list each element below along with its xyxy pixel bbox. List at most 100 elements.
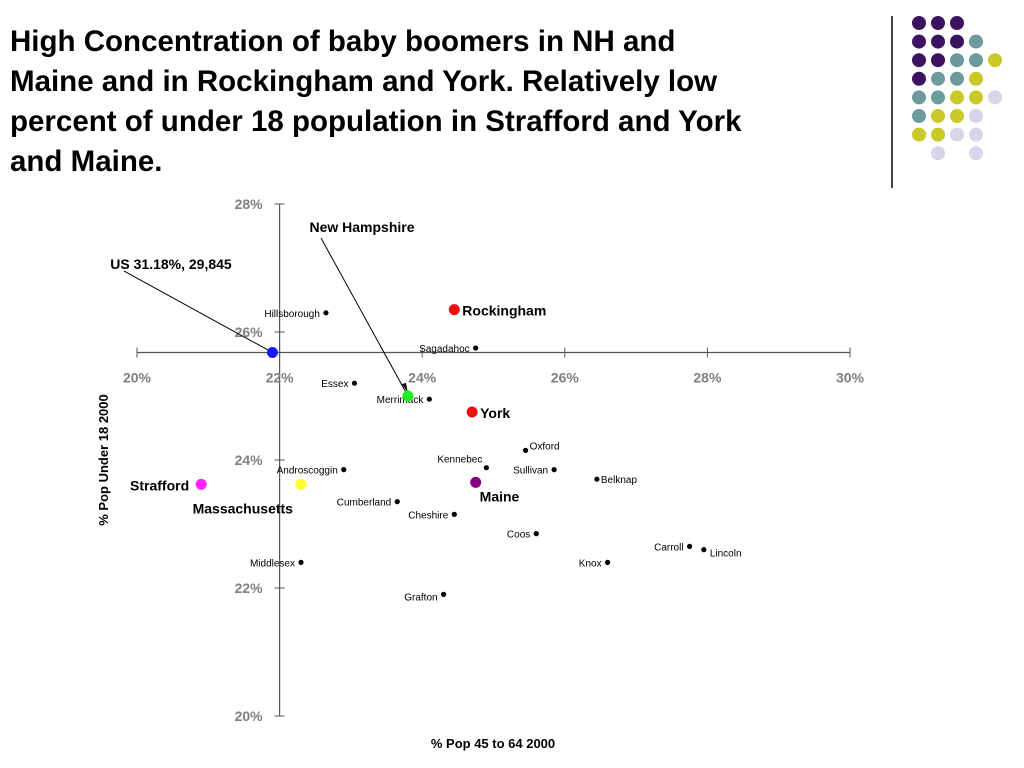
point-cheshire <box>451 511 457 517</box>
x-tick-label: 26% <box>551 369 580 385</box>
point-label-us: US 31.18%, 29,845 <box>110 256 232 272</box>
y-tick-label: 20% <box>235 708 264 724</box>
decor-dot <box>931 127 945 142</box>
y-tick-label: 26% <box>235 324 264 340</box>
point-label-rockingham: Rockingham <box>462 303 546 319</box>
decor-dot <box>931 34 945 49</box>
decor-dot <box>969 34 983 49</box>
y-tick-label: 28% <box>235 196 264 212</box>
point-sagadahoc <box>473 345 479 351</box>
point-coos <box>533 531 539 537</box>
point-label-kennebec: Kennebec <box>437 455 482 466</box>
slide-title: High Concentration of baby boomers in NH… <box>10 25 742 178</box>
point-lincoln <box>701 547 707 553</box>
point-label-knox: Knox <box>579 558 602 569</box>
point-carroll <box>686 543 693 550</box>
point-oxford <box>522 447 529 453</box>
decor-dot <box>969 127 983 142</box>
title-divider-rule <box>891 16 893 188</box>
decor-dot <box>931 71 945 86</box>
point-label-cumberland: Cumberland <box>337 498 391 509</box>
point-york <box>466 406 478 418</box>
point-label-belknap: Belknap <box>601 475 638 486</box>
point-label-sullivan: Sullivan <box>513 466 548 477</box>
decorative-dot-grid <box>912 16 1002 161</box>
point-merrimack <box>426 396 432 402</box>
y-tick-label: 24% <box>235 452 264 468</box>
decor-dot <box>912 71 926 86</box>
decor-dot <box>988 90 1002 105</box>
decor-dot <box>950 53 964 68</box>
point-middlesex <box>298 559 304 566</box>
point-label-grafton: Grafton <box>404 592 437 603</box>
decor-dot <box>988 53 1002 68</box>
decor-dot <box>969 146 983 161</box>
decor-dot <box>931 53 945 68</box>
point-label-cheshire: Cheshire <box>408 510 448 521</box>
point-sullivan <box>551 467 557 473</box>
decor-dot <box>950 16 964 30</box>
decor-dot <box>912 109 926 123</box>
point-label-oxford: Oxford <box>530 441 560 452</box>
y-tick-label: 22% <box>235 580 264 596</box>
point-label-massachusetts: Massachusetts <box>193 500 294 516</box>
decor-dot <box>969 71 983 86</box>
point-rockingham <box>448 304 460 316</box>
point-grafton <box>440 591 447 598</box>
point-label-maine: Maine <box>480 488 520 504</box>
point-new-hampshire <box>402 390 414 402</box>
point-massachusetts <box>295 478 307 490</box>
point-maine <box>470 476 482 488</box>
point-cumberland <box>394 499 400 505</box>
decor-dot <box>950 127 964 142</box>
point-label-coos: Coos <box>507 530 530 541</box>
point-knox <box>604 559 611 566</box>
point-label-strafford: Strafford <box>130 477 189 493</box>
point-label-androscoggin: Androscoggin <box>277 466 338 477</box>
callout-arrowhead <box>401 383 408 393</box>
point-label-new-hampshire: New Hampshire <box>309 219 414 235</box>
x-tick-label: 24% <box>408 369 437 385</box>
point-androscoggin <box>341 467 347 473</box>
x-tick-label: 20% <box>123 369 152 385</box>
chart-points: Hillsborough Sagadahoc Essex Merrimack Oxfor… <box>110 219 741 603</box>
decor-dot <box>912 53 926 68</box>
point-hillsborough <box>323 310 329 316</box>
decor-dot <box>950 109 964 123</box>
decor-dot <box>912 16 926 30</box>
point-label-hillsborough: Hillsborough <box>264 309 320 320</box>
decor-dot <box>950 34 964 49</box>
point-us <box>266 346 278 358</box>
decor-dot <box>912 34 926 49</box>
decor-dot <box>969 109 983 123</box>
point-belknap <box>594 476 600 482</box>
callout-line-new-hampshire <box>320 237 409 397</box>
x-tick-label: 22% <box>266 369 295 385</box>
x-tick-label: 30% <box>836 369 865 385</box>
decor-dot <box>931 109 945 123</box>
decor-dot <box>931 16 945 30</box>
point-label-carroll: Carroll <box>654 542 683 553</box>
chart-callouts <box>123 237 409 397</box>
x-tick-label: 28% <box>693 369 722 385</box>
point-essex <box>351 380 358 386</box>
point-label-lincoln: Lincoln <box>710 549 742 560</box>
y-axis-title: % Pop Under 18 2000 <box>96 394 111 526</box>
chart-ticks: 20% 22% 24% 26% 28% 30% 20% 22% 24% 26% 28% <box>123 196 865 724</box>
point-label-essex: Essex <box>321 379 348 390</box>
decor-dot <box>969 53 983 68</box>
decor-dot <box>931 90 945 105</box>
decor-dot <box>950 90 964 105</box>
callout-line-us <box>123 270 273 353</box>
decor-dot <box>931 146 945 161</box>
point-label-sagadahoc: Sagadahoc <box>419 344 470 355</box>
point-label-york: York <box>480 405 510 421</box>
decor-dot <box>969 90 983 105</box>
point-kennebec <box>483 465 489 471</box>
decor-dot <box>912 90 926 105</box>
point-label-merrimack: Merrimack <box>377 395 425 406</box>
point-strafford <box>195 478 207 490</box>
point-label-middlesex: Middlesex <box>250 558 295 569</box>
decor-dot <box>912 127 926 142</box>
